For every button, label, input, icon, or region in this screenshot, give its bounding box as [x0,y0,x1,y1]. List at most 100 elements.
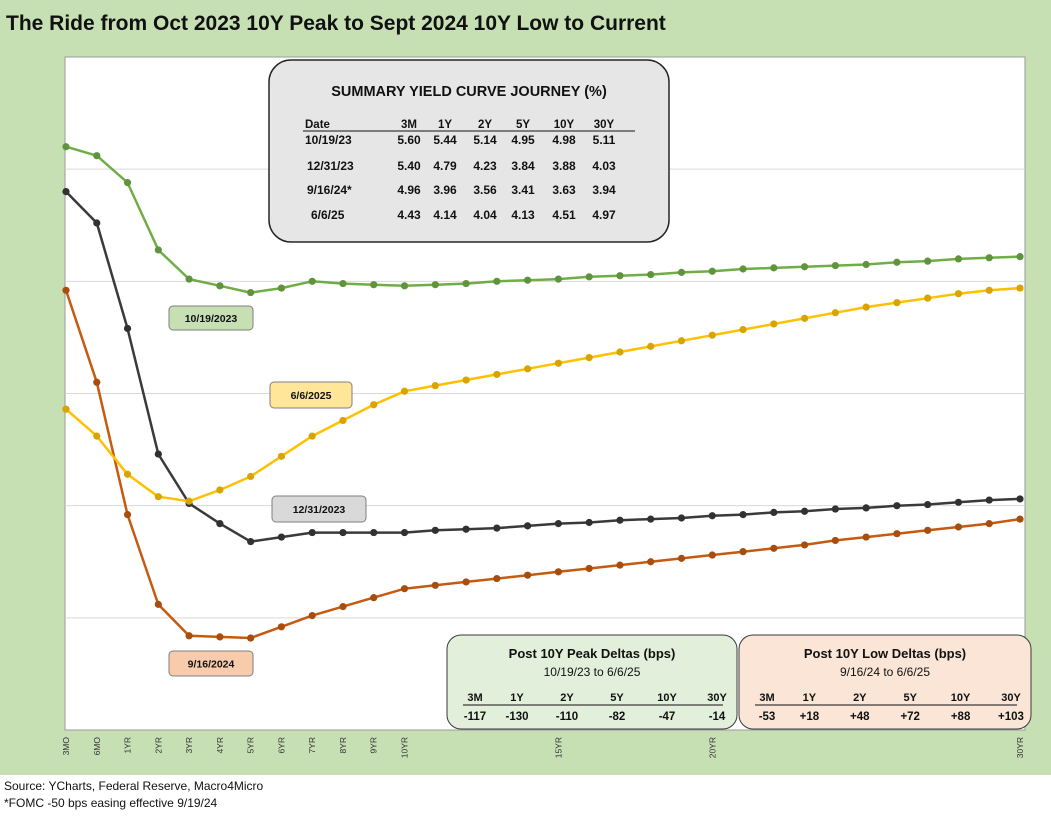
summary-box-background [268,59,670,243]
data-point [493,277,501,285]
data-point [800,263,809,271]
data-point [585,273,593,281]
data-point [370,401,378,409]
deltas-value: -14 [709,711,726,723]
summary-cell: 4.51 [552,208,576,222]
data-point [739,325,747,334]
data-point [123,470,132,478]
data-point [400,282,409,290]
summary-title: SUMMARY YIELD CURVE JOURNEY (%) [331,84,607,100]
deltas-header: 1Y [510,692,524,704]
summary-cell: 4.79 [433,159,457,173]
summary-cell: 4.43 [397,208,421,222]
summary-cell: 4.97 [592,208,616,222]
series-label-box [271,495,367,523]
data-point [123,324,132,333]
deltas-value: +103 [998,711,1024,723]
chart-plot: 3.00%3.50%4.00%4.50%5.00%5.50%6.00% 3MO6… [45,40,1045,773]
summary-cell: 3.41 [511,183,535,197]
data-point [524,522,532,530]
summary-header: 3M [401,119,417,131]
data-point [462,525,470,533]
data-point [554,275,562,283]
summary-cell: 4.95 [511,133,535,147]
data-point [1016,515,1024,523]
summary-header: 2Y [478,119,492,131]
deltas-value: -47 [659,711,676,723]
summary-cell: 4.23 [473,159,497,173]
series-line-10-19-2023 [65,145,1021,294]
data-point [893,502,901,510]
data-point [154,246,162,254]
x-tick-label: 3MO [61,737,71,756]
data-point [739,511,747,519]
deltas-title: Post 10Y Low Deltas (bps) [804,646,966,661]
summary-cell: 5.11 [593,133,616,147]
data-point [185,632,193,640]
x-tick-label: 3YR [184,737,194,754]
summary-table-box: SUMMARY YIELD CURVE JOURNEY (%) Date 3M 1Y 2… [268,59,670,243]
deltas-header: 3M [759,692,774,704]
deltas-header: 10Y [951,692,971,704]
data-point [308,277,316,285]
x-tick-label: 2YR [153,737,163,754]
data-point [370,281,378,289]
deltas-header: 10Y [657,692,677,704]
data-point [431,526,439,534]
data-point [524,276,532,284]
data-point [1016,495,1024,503]
data-point [308,432,316,440]
data-point [770,544,778,552]
x-tick-label: 4YR [215,737,225,754]
data-point [62,286,70,294]
data-point [493,574,501,583]
data-point [462,578,470,586]
data-point [216,282,224,290]
data-point [93,219,101,227]
source-note: Source: YCharts, Federal Reserve, Macro4… [4,779,264,793]
x-tick-label: 10YR [400,737,410,758]
data-point [431,281,439,289]
summary-cell: 3.56 [473,183,497,197]
data-point [647,515,655,523]
data-point [554,520,562,528]
data-point [400,528,409,537]
data-point [62,405,70,413]
data-point [93,152,101,160]
data-point [277,533,286,541]
data-point [647,271,655,279]
x-tick-label: 20YR [707,737,717,758]
x-tick-label: 30YR [1015,737,1025,758]
data-point [493,370,501,379]
data-point [216,486,224,494]
chart-title: The Ride from Oct 2023 10Y Peak to Sept … [6,12,666,35]
summary-cell: 4.04 [473,208,497,222]
data-point [831,262,839,270]
data-point [616,272,624,280]
deltas-header: 30Y [707,692,727,704]
data-point [708,331,716,339]
data-point [708,551,716,559]
summary-cell: 5.60 [397,133,421,147]
deltas-subtitle: 10/19/23 to 6/6/25 [544,665,641,679]
series-line-6-6-2025 [65,286,1021,503]
data-point [339,279,347,288]
summary-cell: 4.03 [592,159,616,173]
series-label-box [269,381,353,409]
series-label-box [168,305,254,331]
data-point [154,493,162,501]
data-point [277,623,286,631]
data-point [524,571,532,579]
series-lines [62,143,1024,642]
series-label: 9/16/2024 [188,659,235,671]
data-point [800,507,809,515]
data-point [308,611,316,620]
data-point [247,537,255,546]
data-point [647,558,655,566]
data-point [400,585,409,593]
series-line-9-16-2024 [64,289,1021,640]
data-point [677,514,686,522]
summary-cell: 3.84 [511,159,535,173]
data-point [462,279,470,288]
data-point [893,258,901,266]
